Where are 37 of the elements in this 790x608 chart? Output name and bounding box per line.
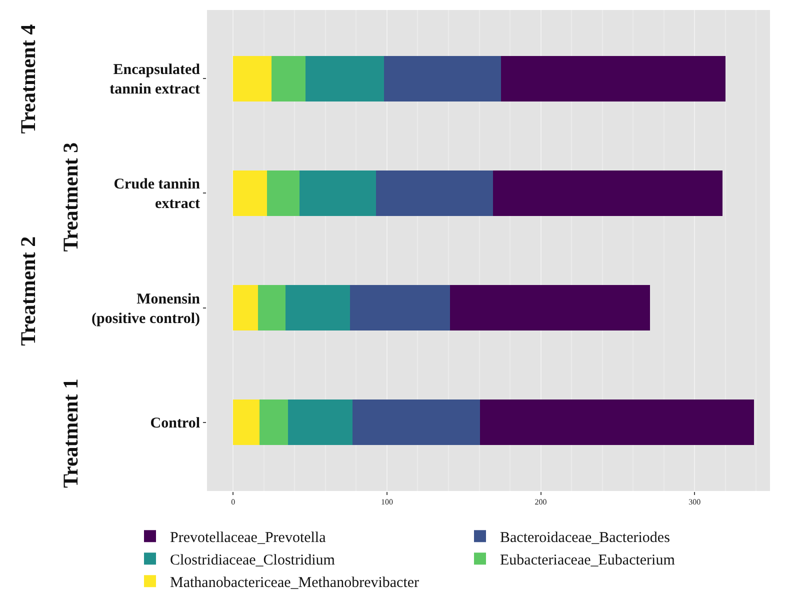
text: Treatment 3 xyxy=(58,142,83,252)
bar xyxy=(288,399,352,446)
bar xyxy=(350,284,450,331)
x-tick-label: 300 xyxy=(688,498,701,507)
text: Treatment 1 xyxy=(58,378,82,488)
bar xyxy=(233,399,260,446)
y-tick-label: Encapsulated tannin extract xyxy=(110,62,201,98)
legend-label: Mathanobactericeae_Methanobrevibacter xyxy=(170,574,420,591)
text: Treatment 2 xyxy=(16,236,40,346)
bar xyxy=(384,56,501,102)
bar xyxy=(259,399,288,446)
bar xyxy=(500,56,726,102)
bar xyxy=(272,56,306,102)
bar xyxy=(450,284,650,331)
bar xyxy=(352,399,480,446)
bar xyxy=(493,170,722,216)
legend-label: Bacteroidaceae_Bacteriodes xyxy=(500,530,670,546)
bar xyxy=(299,170,376,216)
bar xyxy=(480,399,754,446)
text: Treatment 4 xyxy=(16,24,40,134)
bar xyxy=(305,56,384,102)
bar xyxy=(233,56,272,102)
bar xyxy=(233,170,267,216)
bar xyxy=(233,284,258,331)
y-tick-label: Crude tannin extract xyxy=(114,176,201,212)
bar xyxy=(258,284,286,331)
legend-label: Prevotellaceae_Prevotella xyxy=(170,530,326,546)
y-tick-label: Control xyxy=(150,416,200,432)
y-tick-label: Monensin (positive control) xyxy=(92,291,201,327)
legend-label: Clostridiaceae_Clostridium xyxy=(170,552,336,568)
x-tick-label: 200 xyxy=(534,498,547,507)
bar xyxy=(266,170,300,216)
x-tick-label: 100 xyxy=(380,498,393,507)
legend-label: Eubacteriaceae_Eubacterium xyxy=(500,552,676,568)
bar xyxy=(376,170,494,216)
bar xyxy=(285,284,350,331)
x-tick-label: 0 xyxy=(231,498,236,507)
